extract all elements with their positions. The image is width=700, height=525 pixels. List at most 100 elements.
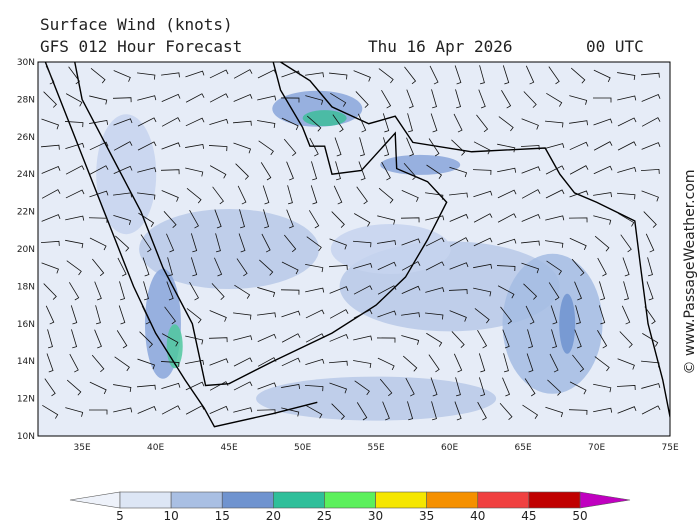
wind-barb [478,89,486,109]
wind-barb [643,211,657,228]
wind-shade [380,154,461,175]
colorbar-label: 50 [572,509,587,523]
wind-barb [526,353,534,373]
wind-barb [91,354,105,373]
wind-barb [477,401,487,421]
wind-barb [287,185,293,205]
wind-barb [425,237,445,247]
wind-barb [641,190,659,202]
wind-barb [284,234,297,253]
wind-barb [641,117,661,127]
latitude-label: 28N [17,95,35,105]
wind-barb [431,401,437,421]
wind-barb [523,283,538,300]
wind-barb [401,238,421,246]
colorbar-segment [426,491,479,509]
wind-barb [358,161,366,181]
model-run: GFS 012 Hour Forecast [40,37,242,56]
wind-barb [644,306,656,325]
wind-barb [478,377,486,397]
wind-barb [548,66,560,85]
colorbar: 5 10 15 20 25 30 35 40 45 50 [69,491,631,523]
wind-barb [258,140,274,156]
wind-barb [353,285,373,295]
wind-barb [89,95,108,105]
wind-barb [161,117,181,127]
wind-barb [209,381,229,391]
wind-barb [473,263,493,269]
wind-barb [234,284,251,299]
colorbar-high-arrow [579,491,631,509]
wind-barb [404,66,417,85]
longitude-label: 60E [441,443,458,453]
wind-barb [546,260,562,276]
latitude-label: 12N [17,395,35,405]
wind-barb [137,167,157,173]
wind-barb [95,305,101,325]
wind-barb [236,258,248,277]
wind-barb [235,163,249,180]
wind-barb [190,233,198,253]
wind-shade [96,114,157,235]
wind-barb [521,189,541,199]
wind-barb [377,285,397,295]
wind-barb [599,281,606,301]
wind-barb [138,212,155,227]
wind-barb [47,329,53,349]
wind-barb [306,115,322,132]
wind-barb [233,94,253,102]
wind-barb [377,215,396,225]
wind-barb [593,215,612,225]
wind-barb [428,354,440,373]
wind-barb [641,360,660,368]
wind-barb [521,262,540,274]
wind-barb [594,235,610,252]
map-title: Surface Wind (knots) [40,15,233,34]
wind-barb [502,329,510,349]
wind-barb [94,329,102,349]
wind-barb [212,186,224,205]
wind-barb [185,359,205,365]
wind-barb [237,185,247,205]
colorbar-segment [324,491,376,509]
wind-barb [209,69,229,79]
wind-barb [65,189,85,199]
wind-barb [113,118,133,126]
wind-barb [92,258,105,277]
wind-barb [88,409,108,415]
wind-barb [190,257,198,277]
wind-barb [429,65,439,85]
wind-barb [355,91,369,108]
wind-barb [281,310,301,318]
wind-barb [430,377,438,397]
wind-barb [405,377,415,397]
wind-barb [305,72,324,78]
wind-barb [283,138,297,157]
wind-barb [68,282,80,301]
wind-barb [592,97,612,103]
wind-barb [522,404,539,419]
wind-barb [330,92,347,107]
wind-barb [115,235,130,252]
wind-barb [593,118,613,126]
wind-barb [41,262,59,274]
wind-barb [114,356,130,372]
wind-shade [502,253,603,394]
wind-barb [617,141,637,151]
wind-barb [353,309,373,319]
wind-barb [376,337,396,343]
wind-barb [65,142,85,150]
wind-barb [186,308,202,324]
wind-barb [89,190,109,198]
wind-barb [65,165,85,175]
wind-barb [189,281,199,301]
wind-barb [259,259,274,276]
wind-barb [474,308,490,324]
wind-barb [214,209,222,229]
colorbar-label: 10 [163,509,178,523]
wind-barb [640,168,660,174]
wind-barb [238,233,246,253]
wind-barb [233,312,252,320]
wind-barb [137,95,157,101]
wind-barb [430,113,438,133]
